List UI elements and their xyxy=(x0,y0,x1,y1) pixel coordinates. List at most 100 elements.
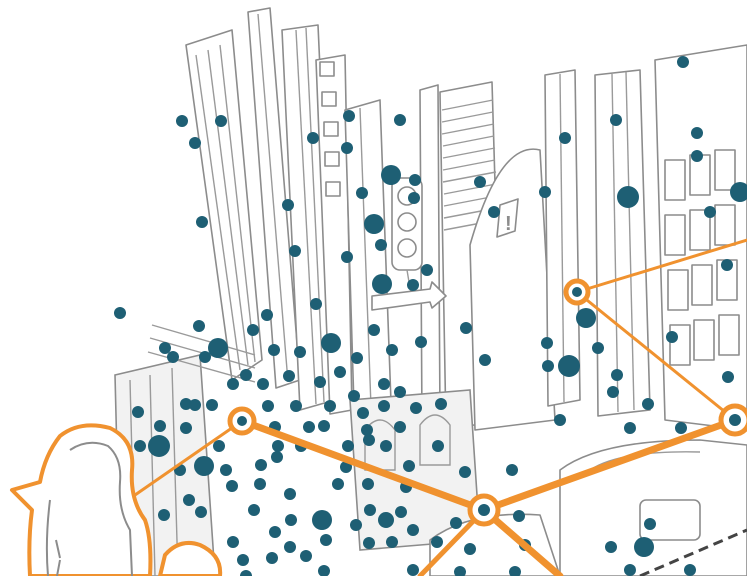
data-dot xyxy=(189,137,201,149)
data-dot xyxy=(610,114,622,126)
data-dot xyxy=(341,251,353,263)
data-dot xyxy=(539,186,551,198)
data-dot xyxy=(409,174,421,186)
data-dot xyxy=(227,378,239,390)
data-dot xyxy=(361,424,373,436)
data-dot xyxy=(386,536,398,548)
data-dot xyxy=(318,565,330,576)
data-dot xyxy=(351,352,363,364)
data-dot xyxy=(407,279,419,291)
data-dot xyxy=(176,115,188,127)
data-dot xyxy=(372,274,392,294)
data-dot xyxy=(261,309,273,321)
data-dot xyxy=(321,333,341,353)
data-dot xyxy=(334,366,346,378)
data-dot xyxy=(435,398,447,410)
data-dot xyxy=(378,512,394,528)
data-dot xyxy=(158,509,170,521)
data-dot xyxy=(194,456,214,476)
data-dot xyxy=(300,550,312,562)
network-edge xyxy=(480,506,564,576)
data-dot xyxy=(684,564,696,576)
data-dot xyxy=(159,342,171,354)
data-dot xyxy=(407,524,419,536)
road-marking xyxy=(639,528,747,576)
data-dot xyxy=(364,504,376,516)
data-dot xyxy=(195,506,207,518)
data-dot xyxy=(722,371,734,383)
data-dot xyxy=(375,239,387,251)
data-dot xyxy=(343,110,355,122)
data-dot xyxy=(272,440,284,452)
data-dot xyxy=(378,378,390,390)
data-dot xyxy=(183,494,195,506)
data-dot xyxy=(421,264,433,276)
data-dot xyxy=(704,206,716,218)
data-dot xyxy=(167,351,179,363)
network-node-center xyxy=(237,416,247,426)
network-edge xyxy=(480,416,739,514)
data-dot xyxy=(284,488,296,500)
data-dot xyxy=(634,537,654,557)
data-dot xyxy=(240,369,252,381)
data-dot xyxy=(394,421,406,433)
data-dot xyxy=(642,398,654,410)
street-illustration: ! xyxy=(114,7,747,576)
data-dot xyxy=(605,541,617,553)
data-dot xyxy=(479,354,491,366)
data-dot xyxy=(341,142,353,154)
network-edge xyxy=(575,238,747,294)
data-dot xyxy=(237,554,249,566)
data-dot xyxy=(558,355,580,377)
network-node-center xyxy=(729,414,741,426)
data-dot xyxy=(350,519,362,531)
data-dot xyxy=(691,127,703,139)
person-outline-second xyxy=(158,541,223,576)
data-dot xyxy=(459,466,471,478)
data-dot xyxy=(607,386,619,398)
data-dot xyxy=(474,176,486,188)
data-dots xyxy=(114,56,747,576)
data-dot xyxy=(254,478,266,490)
data-dot xyxy=(488,206,500,218)
data-dot xyxy=(247,324,259,336)
data-dot xyxy=(180,422,192,434)
data-dot xyxy=(220,464,232,476)
right-tower-2 xyxy=(594,69,651,417)
data-dot xyxy=(240,570,252,576)
data-dot xyxy=(213,440,225,452)
data-dot xyxy=(255,459,267,471)
data-dot xyxy=(624,564,636,576)
data-dot xyxy=(303,421,315,433)
data-dot xyxy=(450,517,462,529)
data-dot xyxy=(691,150,703,162)
one-way-sign-icon xyxy=(371,281,447,311)
data-dot xyxy=(289,245,301,257)
data-dot xyxy=(282,199,294,211)
data-dot xyxy=(410,402,422,414)
data-dot xyxy=(513,510,525,522)
network-edge xyxy=(575,290,737,422)
data-dot xyxy=(464,543,476,555)
data-dot xyxy=(269,526,281,538)
network-edge xyxy=(238,417,488,514)
data-dot xyxy=(559,132,571,144)
data-dot xyxy=(363,537,375,549)
data-dot xyxy=(675,422,687,434)
data-dot xyxy=(266,552,278,564)
exclamation-sign-icon xyxy=(496,198,519,238)
data-dot xyxy=(189,399,201,411)
network-graph xyxy=(133,238,747,576)
data-dot xyxy=(310,298,322,310)
data-dot xyxy=(506,464,518,476)
data-dot xyxy=(271,451,283,463)
data-dot xyxy=(357,407,369,419)
data-dot xyxy=(320,534,332,546)
data-dot xyxy=(148,435,170,457)
data-dot xyxy=(363,434,375,446)
data-dot xyxy=(248,504,260,516)
data-dot xyxy=(394,114,406,126)
data-dot xyxy=(312,510,332,530)
data-dot xyxy=(386,344,398,356)
